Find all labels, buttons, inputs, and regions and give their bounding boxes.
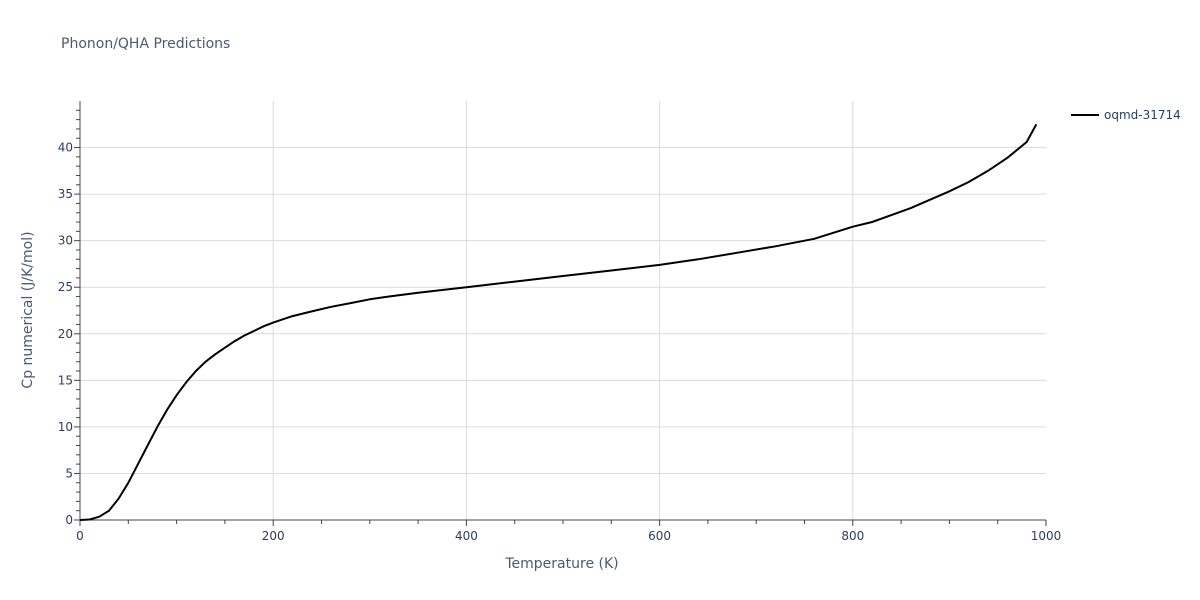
y-tick-label: 40 <box>58 141 73 155</box>
grid <box>80 101 1046 520</box>
x-tick-label: 200 <box>262 529 285 543</box>
x-tick-label: 400 <box>455 529 478 543</box>
series-line-oqmd-31714 <box>79 123 1038 521</box>
y-axis-title: Cp numerical (J/K/mol) <box>20 231 36 388</box>
legend-item-label: oqmd-31714 <box>1104 108 1181 122</box>
y-tick-label: 5 <box>65 466 73 480</box>
y-tick-label: 0 <box>65 513 73 527</box>
x-tick-label: 1000 <box>1031 529 1062 543</box>
series-group <box>79 123 1038 521</box>
y-tick-label: 25 <box>58 280 73 294</box>
x-tick-label: 0 <box>76 529 84 543</box>
chart-title: Phonon/QHA Predictions <box>61 36 231 52</box>
y-tick-label: 20 <box>58 327 73 341</box>
y-tick-label: 10 <box>58 420 73 434</box>
x-tick-label: 800 <box>841 529 864 543</box>
x-tick-label: 600 <box>648 529 671 543</box>
y-tick-label: 30 <box>58 234 73 248</box>
x-axis-title: Temperature (K) <box>504 556 618 572</box>
legend[interactable]: oqmd-31714 <box>1071 108 1181 122</box>
y-tick-label: 15 <box>58 373 73 387</box>
y-tick-label: 35 <box>58 187 73 201</box>
axes <box>74 101 1047 526</box>
